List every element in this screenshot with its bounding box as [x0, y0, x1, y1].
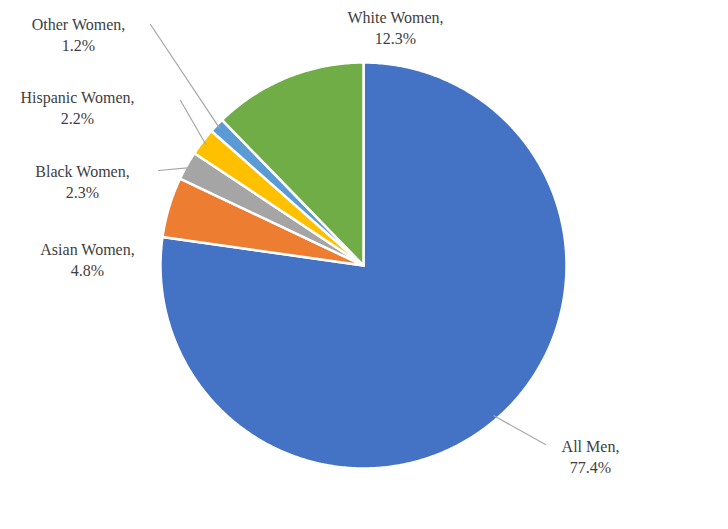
svg-text:Other Women,1.2%: Other Women,1.2% [32, 16, 126, 55]
svg-text:All Men,77.4%: All Men,77.4% [562, 438, 620, 477]
svg-text:Hispanic Women,2.2%: Hispanic Women,2.2% [21, 89, 135, 128]
svg-text:Black Women,2.3%: Black Women,2.3% [35, 163, 129, 202]
svg-text:Asian Women,4.8%: Asian Women,4.8% [40, 241, 134, 280]
svg-text:White Women,12.3%: White Women,12.3% [347, 9, 443, 48]
